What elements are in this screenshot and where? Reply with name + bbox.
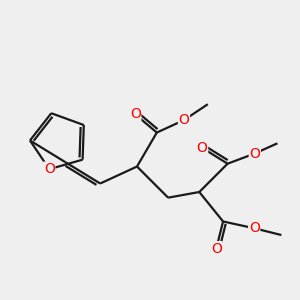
Text: O: O bbox=[197, 141, 208, 155]
Text: O: O bbox=[44, 162, 55, 176]
Text: O: O bbox=[130, 107, 141, 122]
Text: O: O bbox=[249, 146, 260, 161]
Text: O: O bbox=[178, 113, 189, 127]
Text: O: O bbox=[249, 221, 260, 235]
Text: O: O bbox=[211, 242, 222, 256]
